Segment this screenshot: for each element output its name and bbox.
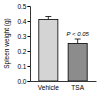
y-tick-label: 0.4 [17, 18, 26, 25]
marks [39, 17, 87, 82]
y-tick-label: 0.5 [17, 3, 26, 10]
bar [39, 20, 58, 82]
chart: 0.0 0.1 0.2 0.3 0.4 0.5 Vehicle TSA P < 0.05 Sple… [0, 0, 100, 94]
error-bar [45, 17, 51, 20]
y-tick: 0.4 [17, 18, 30, 25]
y-tick-label: 0.2 [17, 48, 26, 55]
annotation: P < 0.05 [67, 31, 90, 37]
plot: 0.0 0.1 0.2 0.3 0.4 0.5 Vehicle TSA P < 0.05 [17, 3, 96, 91]
y-tick-mark [28, 36, 31, 37]
x-tick-label: Vehicle [38, 84, 59, 91]
y-tick: 0.0 [17, 78, 30, 85]
y-tick: 0.5 [17, 3, 30, 10]
bar [68, 44, 87, 82]
error-stem [77, 39, 78, 44]
y-axis: 0.0 0.1 0.2 0.3 0.4 0.5 [17, 3, 30, 85]
y-tick-mark [28, 66, 31, 67]
y-tick: 0.1 [17, 63, 30, 70]
y-tick-label: 0.1 [17, 63, 26, 70]
y-axis-line [28, 7, 31, 82]
error-stem [48, 17, 49, 20]
x-axis: Vehicle TSA [31, 81, 97, 91]
x-axis-line [31, 81, 97, 82]
error-cap [75, 39, 81, 40]
y-tick-mark [28, 21, 31, 22]
y-axis-title: Spleen weight (g) [3, 18, 11, 69]
error-cap [45, 16, 51, 17]
x-tick-label: TSA [71, 84, 84, 91]
y-tick-mark [28, 81, 31, 82]
y-tick-label: 0.0 [17, 78, 26, 85]
error-bar [75, 39, 81, 44]
y-tick-mark [28, 51, 31, 52]
y-tick-label: 0.3 [17, 33, 26, 40]
x-tick: TSA [71, 81, 84, 91]
y-tick-mark [28, 6, 31, 7]
x-tick: Vehicle [38, 81, 59, 91]
y-tick: 0.3 [17, 33, 30, 40]
y-tick: 0.2 [17, 48, 30, 55]
